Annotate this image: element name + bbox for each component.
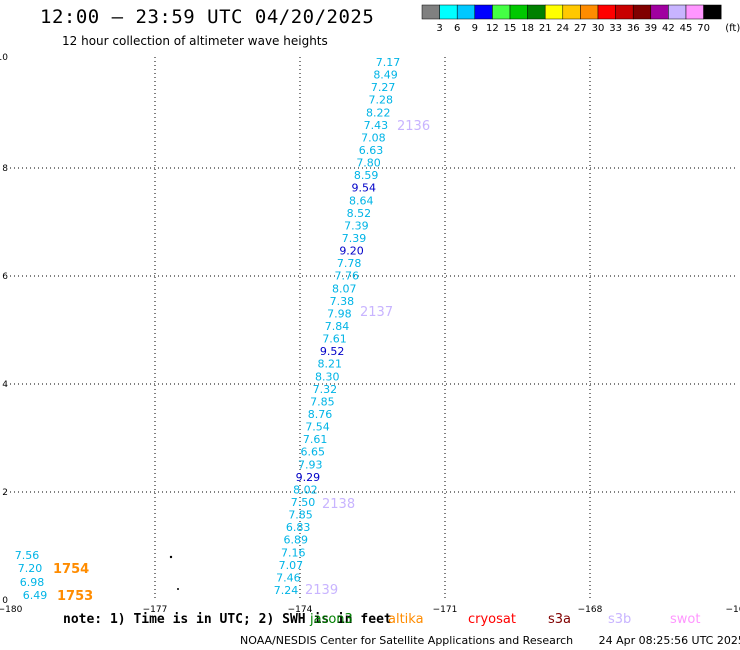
swh-value-label: 6.49 [23, 589, 48, 602]
satellite-legend-item: s3b [608, 612, 632, 627]
swh-value-label: 9.29 [296, 471, 321, 484]
y-tick-label: 6 [2, 272, 8, 282]
swh-value-label: 7.16 [281, 546, 306, 559]
swh-value-label: 7.32 [313, 383, 338, 396]
x-tick-label: −168 [578, 605, 603, 615]
pass-time-label: 2138 [322, 497, 355, 512]
pass-time-label: 2136 [397, 119, 430, 134]
swh-value-label: 9.20 [339, 245, 364, 258]
swh-value-label: 7.20 [18, 562, 43, 575]
swh-value-label: 7.46 [276, 571, 301, 584]
colorbar-label: 30 [592, 23, 605, 34]
swh-value-label: 7.17 [376, 56, 401, 69]
data-point [177, 588, 179, 590]
swh-value-label: 8.30 [315, 370, 340, 383]
pass-time-label: 1753 [57, 589, 93, 604]
swh-value-label: 7.07 [279, 559, 304, 572]
colorbar-label: 70 [697, 23, 710, 34]
page-subtitle: 12 hour collection of altimeter wave hei… [62, 34, 328, 48]
x-tick-label: −16 [726, 605, 740, 615]
colorbar-label: 3 [436, 23, 442, 34]
satellite-legend-item: swot [670, 612, 701, 627]
color-scale-legend: 3 6 9 12 15 18 21 24 27 30 33 36 39 42 45 70 (ft) [421, 4, 740, 34]
footer-timestamp: 24 Apr 08:25:56 UTC 2025 [598, 634, 740, 647]
swh-value-label: 8.22 [366, 106, 391, 119]
colorbar-label: 39 [644, 23, 657, 34]
colorbar-label: 36 [627, 23, 640, 34]
colorbar-label: 27 [574, 23, 587, 34]
swh-value-label: 7.84 [325, 320, 350, 333]
swh-value-label: 7.56 [15, 549, 40, 562]
swh-value-label: 8.76 [308, 408, 333, 421]
footer-credit: NOAA/NESDIS Center for Satellite Applica… [240, 634, 574, 647]
x-tick-label: −174 [288, 605, 313, 615]
swh-value-label: 7.85 [310, 395, 335, 408]
swh-value-label: 7.24 [274, 584, 299, 597]
satellite-legend-item: cryosat [468, 612, 516, 627]
swh-value-label: 7.61 [303, 433, 328, 446]
swh-value-label: 6.83 [286, 521, 311, 534]
colorbar-label: 6 [454, 23, 460, 34]
swh-value-label: 7.28 [368, 94, 393, 107]
pass-time-label: 2139 [305, 583, 338, 598]
y-tick-label: 0 [2, 596, 8, 606]
x-tick-label: −180 [0, 605, 23, 615]
swh-value-label: 7.27 [371, 81, 396, 94]
swh-value-label: 7.85 [288, 509, 313, 522]
swh-value-label: 7.76 [334, 270, 359, 283]
swh-value-label: 6.89 [283, 534, 308, 547]
y-tick-label: 2 [2, 488, 8, 498]
satellite-legend-item: s3a [548, 612, 572, 627]
page-title: 12:00 – 23:59 UTC 04/20/2025 [40, 6, 375, 28]
legend-note: note: 1) Time is in UTC; 2) SWH is in fe… [63, 612, 392, 627]
data-point [169, 555, 173, 559]
y-tick-label: 4 [2, 380, 8, 390]
swh-value-label: 6.63 [359, 144, 384, 157]
colorbar-label: 24 [556, 23, 569, 34]
swh-value-label: 9.54 [351, 182, 376, 195]
swh-value-label: 7.78 [337, 257, 362, 270]
swh-value-label: 8.07 [332, 282, 357, 295]
colorbar-label: 21 [539, 23, 552, 34]
swh-value-label: 8.64 [349, 194, 374, 207]
swh-value-label: 7.08 [361, 131, 386, 144]
swh-value-label: 8.59 [354, 169, 379, 182]
satellite-legend-item: altika [388, 612, 424, 627]
swh-value-label: 8.02 [293, 483, 318, 496]
swh-value-label: 8.52 [347, 207, 372, 220]
swh-value-label: 7.61 [322, 333, 347, 346]
colorbar-label: 15 [504, 23, 517, 34]
swh-value-label: 7.38 [330, 295, 355, 308]
swh-value-label: 7.50 [291, 496, 316, 509]
colorbar-label: 33 [609, 23, 622, 34]
swh-value-label: 8.21 [317, 358, 342, 371]
swh-value-label: 7.98 [327, 307, 352, 320]
swh-value-label: 7.93 [298, 458, 323, 471]
swh-value-label: 7.39 [344, 219, 369, 232]
colorbar-swatch [703, 4, 722, 20]
colorbar-label: 45 [680, 23, 693, 34]
swh-value-label: 6.98 [20, 576, 45, 589]
swh-value-label: 8.49 [373, 69, 398, 82]
x-tick-label: −171 [433, 605, 458, 615]
y-tick-label: 10 [0, 53, 8, 63]
swh-value-label: 6.65 [300, 446, 325, 459]
footer: NOAA/NESDIS Center for Satellite Applica… [240, 634, 740, 647]
y-tick-label: 8 [2, 164, 8, 174]
colorbar-unit: (ft) [725, 23, 740, 34]
colorbar-label: 9 [472, 23, 478, 34]
pass-time-label: 2137 [360, 305, 393, 320]
x-tick-label: −177 [143, 605, 168, 615]
swh-value-label: 7.80 [356, 157, 381, 170]
colorbar-label: 18 [521, 23, 534, 34]
satellite-legend-item: jason3 [310, 612, 353, 627]
pass-time-label: 1754 [53, 562, 89, 577]
colorbar-label: 42 [662, 23, 675, 34]
swh-value-label: 9.52 [320, 345, 345, 358]
swh-value-label: 7.43 [364, 119, 389, 132]
colorbar-label: 12 [486, 23, 499, 34]
swh-value-label: 7.54 [305, 421, 330, 434]
swh-value-label: 7.39 [342, 232, 367, 245]
